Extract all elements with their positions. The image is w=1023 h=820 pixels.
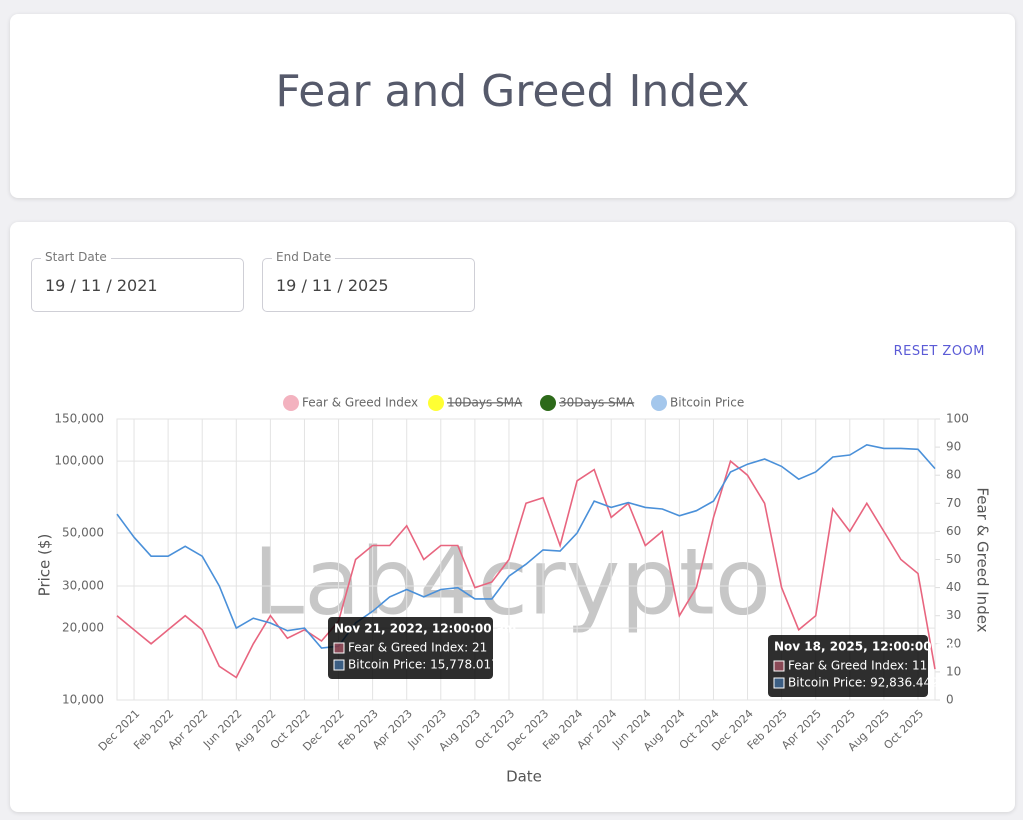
field-label: End Date xyxy=(272,250,336,264)
field-value: 19 / 11 / 2025 xyxy=(276,276,389,295)
legend-label: 10Days SMA xyxy=(447,396,523,410)
field-label: Start Date xyxy=(41,250,111,264)
tooltip-swatch xyxy=(333,659,345,671)
y-tick-label: 100,000 xyxy=(54,454,104,468)
y2-tick-label: 80 xyxy=(946,468,961,482)
tooltip-box xyxy=(768,635,928,697)
tooltip-box xyxy=(328,617,493,679)
y2-tick-label: 70 xyxy=(946,496,961,510)
y2-tick-label: 100 xyxy=(946,412,969,426)
tooltip-swatch xyxy=(773,660,785,672)
tooltip-swatch xyxy=(773,677,785,689)
end-date-field[interactable]: End Date 19 / 11 / 2025 xyxy=(262,250,475,312)
legend-swatch xyxy=(428,395,444,411)
y2-tick-label: 50 xyxy=(946,552,961,566)
tooltip-title: Nov 21, 2022, 12:00:00 am xyxy=(334,622,516,636)
y2-tick-label: 10 xyxy=(946,664,961,678)
y-tick-label: 20,000 xyxy=(62,621,104,635)
tooltip-line: Fear & Greed Index: 21 xyxy=(348,641,487,655)
field-value: 19 / 11 / 2021 xyxy=(45,276,158,295)
plot-border xyxy=(116,418,936,701)
y2-tick-label: 20 xyxy=(946,636,961,650)
legend-swatch xyxy=(283,395,299,411)
y-tick-label: 150,000 xyxy=(54,412,104,426)
y2-tick-label: 30 xyxy=(946,608,961,622)
y2-tick-label: 90 xyxy=(946,440,961,454)
y2-tick-label: 40 xyxy=(946,580,961,594)
y2-axis-label: Fear & Greed Index xyxy=(974,487,992,632)
tooltip-title: Nov 18, 2025, 12:00:00 am xyxy=(774,640,956,654)
header-card: Fear and Greed Index xyxy=(10,14,1015,198)
legend-label: 30Days SMA xyxy=(559,396,635,410)
legend-swatch xyxy=(540,395,556,411)
legend-label: Bitcoin Price xyxy=(670,396,744,410)
reset-zoom-button[interactable]: RESET ZOOM xyxy=(893,344,985,359)
x-axis-label: Date xyxy=(506,768,542,786)
tooltip-line: Bitcoin Price: 15,778.017 xyxy=(348,658,499,672)
page-title: Fear and Greed Index xyxy=(275,66,750,117)
y-axis-label: Price ($) xyxy=(36,534,54,597)
y2-tick-label: 60 xyxy=(946,524,961,538)
series-line xyxy=(116,459,936,679)
legend-swatch xyxy=(651,395,667,411)
series-line xyxy=(116,443,936,649)
y-tick-label: 30,000 xyxy=(62,579,104,593)
tooltip-line: Bitcoin Price: 92,836.442 xyxy=(788,676,939,690)
start-date-field[interactable]: Start Date 19 / 11 / 2021 xyxy=(31,250,244,312)
y2-tick-label: 0 xyxy=(946,693,954,707)
y-tick-label: 10,000 xyxy=(62,693,104,707)
chart-card: Start Date 19 / 11 / 2021 End Date 19 / … xyxy=(10,222,1015,812)
legend-label: Fear & Greed Index xyxy=(302,396,418,410)
tooltip-swatch xyxy=(333,642,345,654)
y-tick-label: 50,000 xyxy=(62,525,104,539)
tooltip-line: Fear & Greed Index: 11 xyxy=(788,659,927,673)
